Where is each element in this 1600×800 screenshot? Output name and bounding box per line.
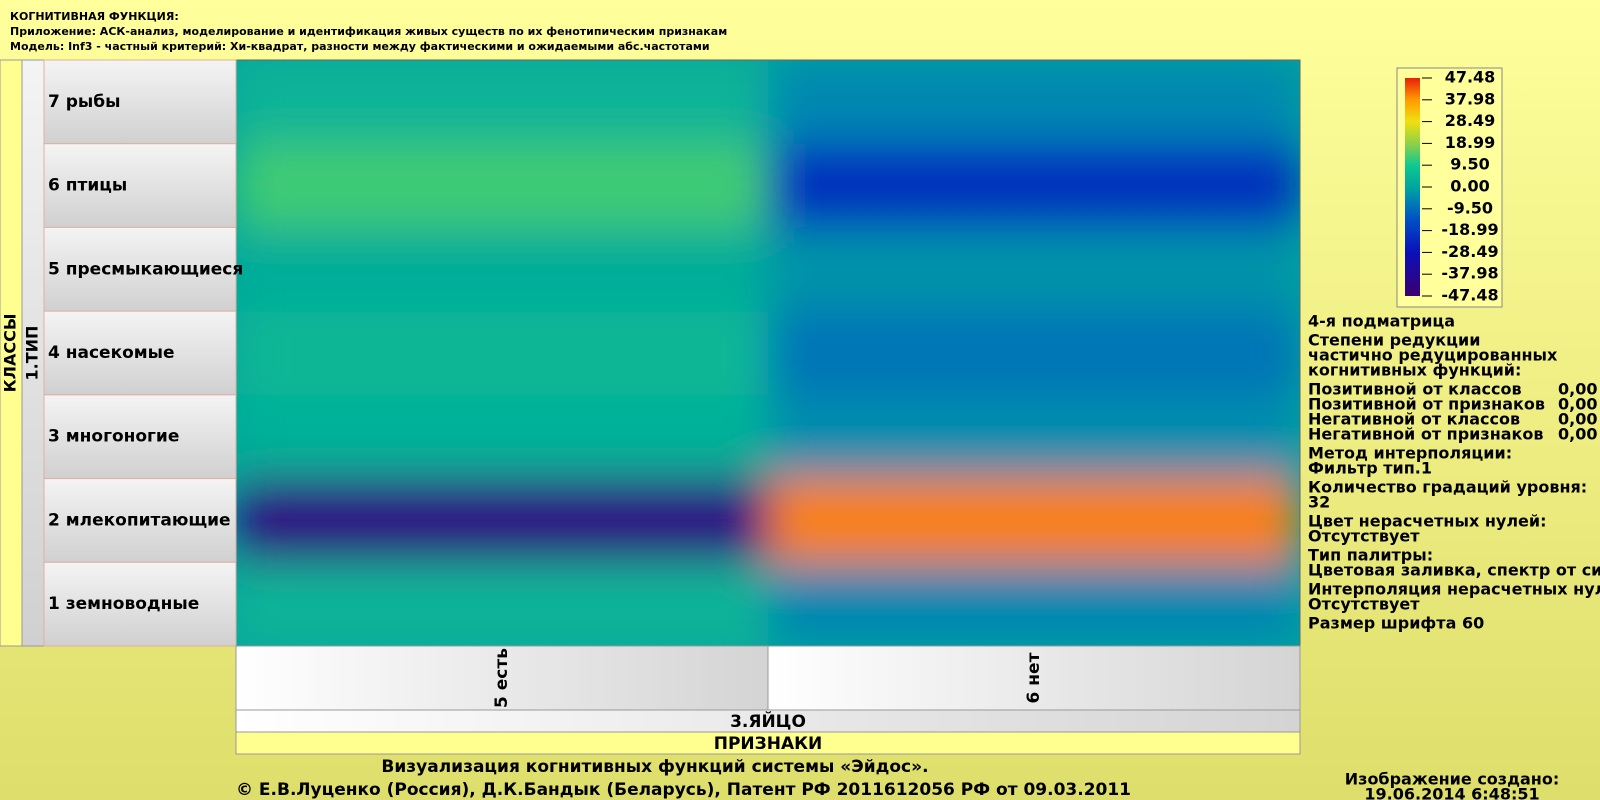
colorbar-tick-label: 47.48 [1445,68,1496,87]
footer-line: Визуализация когнитивных функций системы… [381,757,928,777]
info-line: Цветовая заливка, спектр от си [1308,561,1600,580]
info-line: Количество градаций уровня: [1308,478,1587,497]
info-label: Позитивной от классов [1308,380,1522,399]
info-line: Отсутствует [1308,527,1420,546]
created-label: Изображение создано: [1345,770,1560,789]
row-label: 4 насекомые [48,343,175,363]
row-label: 6 птицы [48,176,127,196]
row-label-cell [43,394,237,480]
header-line: КОГНИТИВНАЯ ФУНКЦИЯ: [10,10,179,23]
col-axis-band [235,731,1301,755]
row-axis-title: КЛАССЫ [1,314,20,393]
col-group-label: 3.ЯЙЦО [730,710,806,732]
heat-cell [236,562,768,646]
heat-cell [236,311,768,395]
col-label-cell [767,645,1301,711]
info-label: Негативной от признаков [1308,425,1544,444]
info-line: Степени редукции [1308,331,1480,350]
colorbar-tick-label: 28.49 [1445,111,1496,130]
heat-cell [236,60,768,144]
header-line: Модель: Inf3 - частный критерий: Хи-квад… [10,40,710,53]
footer-line: © Е.В.Луценко (Россия), Д.К.Бандык (Бела… [236,780,1131,800]
heat-cell [236,143,768,228]
heat-cell [236,394,768,479]
colorbar [1405,78,1420,296]
col-label: 5 есть [492,648,512,708]
heat-cell [768,60,1300,144]
info-line: Фильтр тип.1 [1308,459,1432,478]
row-label-cell [43,226,237,312]
colorbar-tick-label: 0.00 [1450,177,1489,196]
created-date: 19.06.2014 6:48:51 [1364,785,1539,800]
info-label: Позитивной от признаков [1308,395,1545,414]
row-label-cell [43,143,237,228]
heat-cell [768,394,1300,479]
chart: КОГНИТИВНАЯ ФУНКЦИЯ: Приложение: АСК-анал… [1,10,1600,800]
info-line: когнитивных функций: [1308,361,1521,380]
colorbar-tick-label: 9.50 [1450,155,1489,174]
row-label-cell [43,561,237,647]
info-line: частично редуцированных [1308,346,1558,365]
row-label: 2 млекопитающие [48,510,231,530]
info-value: 0,00 [1558,395,1597,414]
colorbar-tick-label: 37.98 [1445,89,1496,108]
row-label: 1 земноводные [48,594,199,614]
info-value: 0,00 [1558,425,1597,444]
colorbar-tick-label: 18.99 [1445,133,1496,152]
col-axis-title: ПРИЗНАКИ [714,734,823,754]
colorbar-tick-label: -37.98 [1441,264,1498,283]
col-label: 6 нет [1024,652,1044,703]
info-label: Негативной от классов [1308,410,1520,429]
heat-cell [768,478,1300,563]
info-value: 0,00 [1558,410,1597,429]
info-line: Отсутствует [1308,595,1420,614]
row-label: 5 пресмыкающиеся [48,259,243,279]
heatmap [236,60,1300,646]
info-line: Размер шрифта 60 [1308,614,1484,633]
row-group-label: 1.ТИП [23,326,42,381]
info-line: Метод интерполяции: [1308,444,1512,463]
row-label: 7 рыбы [48,92,121,112]
row-label-cell [43,310,237,396]
header-line: Приложение: АСК-анализ, моделирование и … [10,25,727,38]
info-line: 32 [1308,493,1330,512]
heat-cell [236,227,768,312]
heat-cell [768,143,1300,228]
row-label-cell [43,478,237,563]
heat-cell [768,227,1300,312]
info-line: 4-я подматрица [1308,312,1455,331]
colorbar-tick-label: -28.49 [1441,242,1498,261]
row-label: 3 многоногие [48,427,179,447]
heatmap-blur [236,60,1300,646]
info-line: Интерполяция нерасчетных нул [1308,580,1600,599]
colorbar-tick-label: -47.48 [1441,286,1498,305]
info-line: Цвет нерасчетных нулей: [1308,512,1547,531]
heat-cell [768,311,1300,395]
heat-cell [236,478,768,563]
colorbar-tick-label: -18.99 [1441,220,1498,239]
info-line: Тип палитры: [1308,546,1433,565]
colorbar-tick-label: -9.50 [1447,198,1493,217]
info-value: 0,00 [1558,380,1597,399]
heat-cell [768,562,1300,646]
